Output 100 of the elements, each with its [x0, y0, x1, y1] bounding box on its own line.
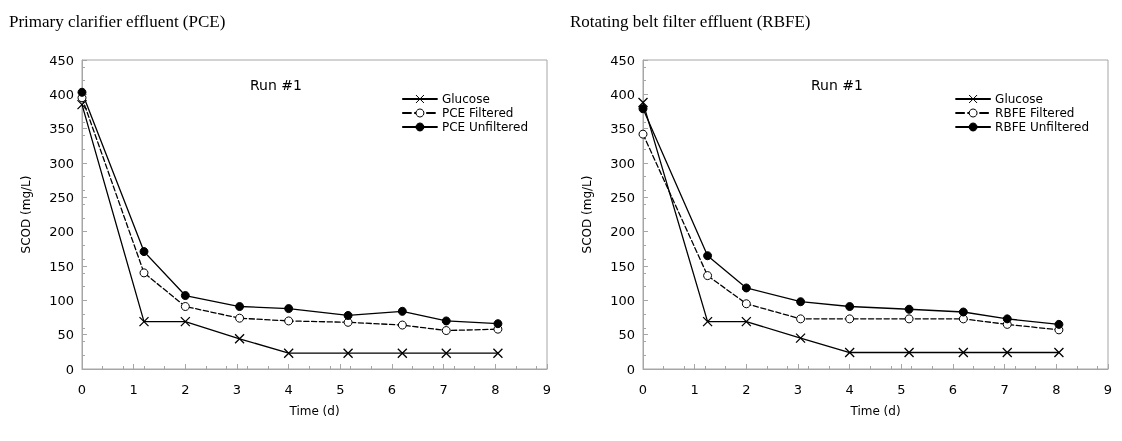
- point: [703, 271, 713, 281]
- point: [637, 97, 649, 108]
- x-tick-label: 7: [439, 382, 448, 397]
- x-tick-label: 5: [897, 382, 906, 397]
- x-axis-title: Time (d): [288, 404, 340, 418]
- point: [741, 316, 752, 327]
- point: [180, 302, 190, 312]
- x-tick-label: 2: [181, 382, 190, 397]
- point: [76, 99, 88, 110]
- legend-label: RBFE Unfiltered: [995, 120, 1090, 134]
- legend-label: Glucose: [441, 92, 490, 106]
- point: [795, 332, 806, 344]
- y-tick-label: 250: [610, 189, 635, 205]
- y-tick-label: 300: [49, 155, 74, 171]
- point: [703, 251, 713, 261]
- x-tick-label: 9: [1103, 382, 1113, 397]
- x-tick-label: 1: [129, 382, 138, 397]
- point: [904, 304, 914, 314]
- y-tick-label: 450: [610, 52, 635, 68]
- point: [702, 316, 713, 327]
- y-tick-label: 350: [610, 121, 635, 137]
- point: [397, 348, 408, 359]
- x-tick-label: 6: [387, 382, 397, 397]
- x-tick-label: 8: [491, 382, 500, 397]
- y-axis-title: SCOD (mg/L): [580, 175, 594, 254]
- x-tick-label: 9: [542, 382, 552, 397]
- legend-label: RBFE Filtered: [995, 106, 1075, 120]
- point: [397, 306, 407, 316]
- point: [493, 319, 503, 329]
- point: [1002, 314, 1012, 324]
- y-tick-label: 350: [49, 121, 74, 137]
- y-tick-label: 200: [49, 224, 74, 240]
- legend-label: PCE Filtered: [441, 106, 514, 120]
- point: [1054, 319, 1064, 329]
- x-tick-label: 3: [232, 382, 242, 397]
- point: [904, 314, 914, 324]
- annotation: Run #1: [811, 77, 863, 93]
- point: [958, 307, 968, 317]
- point: [845, 302, 855, 312]
- point: [441, 348, 452, 359]
- point: [796, 297, 806, 307]
- point: [492, 348, 504, 359]
- y-tick-label: 50: [57, 327, 74, 343]
- x-tick-label: 5: [336, 382, 345, 397]
- point: [234, 333, 245, 344]
- point: [284, 304, 294, 314]
- y-tick-label: 100: [610, 292, 635, 308]
- point: [844, 347, 855, 358]
- point: [235, 302, 245, 312]
- legend-label: PCE Unfiltered: [441, 120, 529, 134]
- y-tick-label: 450: [49, 52, 74, 68]
- chart-title: Rotating belt filter effluent (RBFE): [570, 12, 811, 31]
- y-tick-label: 400: [610, 86, 635, 102]
- x-tick-label: 6: [948, 382, 958, 397]
- point: [180, 291, 190, 301]
- point: [284, 316, 294, 326]
- annotation: Run #1: [250, 77, 302, 93]
- x-tick-label: 3: [793, 382, 803, 397]
- point: [138, 316, 150, 327]
- y-tick-label: 250: [49, 189, 74, 205]
- point: [139, 268, 149, 278]
- x-tick-label: 0: [77, 382, 87, 397]
- point: [958, 347, 969, 358]
- y-tick-label: 150: [49, 258, 74, 274]
- point: [441, 326, 451, 336]
- point: [741, 283, 751, 293]
- point: [397, 320, 407, 330]
- x-tick-label: 4: [845, 382, 854, 397]
- point: [796, 314, 806, 324]
- x-tick-label: 7: [1000, 382, 1009, 397]
- point: [139, 247, 149, 257]
- x-tick-label: 4: [284, 382, 293, 397]
- point: [441, 316, 451, 326]
- point: [283, 348, 294, 359]
- point: [342, 348, 354, 359]
- point: [343, 310, 353, 320]
- point: [845, 314, 855, 324]
- point: [235, 313, 245, 323]
- x-tick-label: 2: [742, 382, 751, 397]
- point: [77, 87, 87, 97]
- point: [1002, 347, 1013, 358]
- y-tick-label: 150: [610, 258, 635, 274]
- y-tick-label: 300: [610, 155, 635, 171]
- point: [1053, 347, 1065, 358]
- y-tick-label: 0: [65, 361, 74, 377]
- point: [638, 129, 648, 139]
- y-tick-label: 400: [49, 86, 74, 102]
- y-tick-label: 50: [618, 327, 635, 343]
- x-axis-title: Time (d): [849, 404, 901, 418]
- x-tick-label: 8: [1052, 382, 1061, 397]
- point: [903, 347, 915, 358]
- legend-label: Glucose: [995, 92, 1043, 106]
- y-axis-title: SCOD (mg/L): [19, 175, 33, 254]
- x-tick-label: 0: [638, 382, 648, 397]
- point: [741, 299, 751, 309]
- y-tick-label: 200: [610, 224, 635, 240]
- x-tick-label: 1: [690, 382, 699, 397]
- y-tick-label: 0: [626, 361, 635, 377]
- chart-title: Primary clarifier effluent (PCE): [9, 12, 226, 31]
- y-tick-label: 100: [49, 292, 74, 308]
